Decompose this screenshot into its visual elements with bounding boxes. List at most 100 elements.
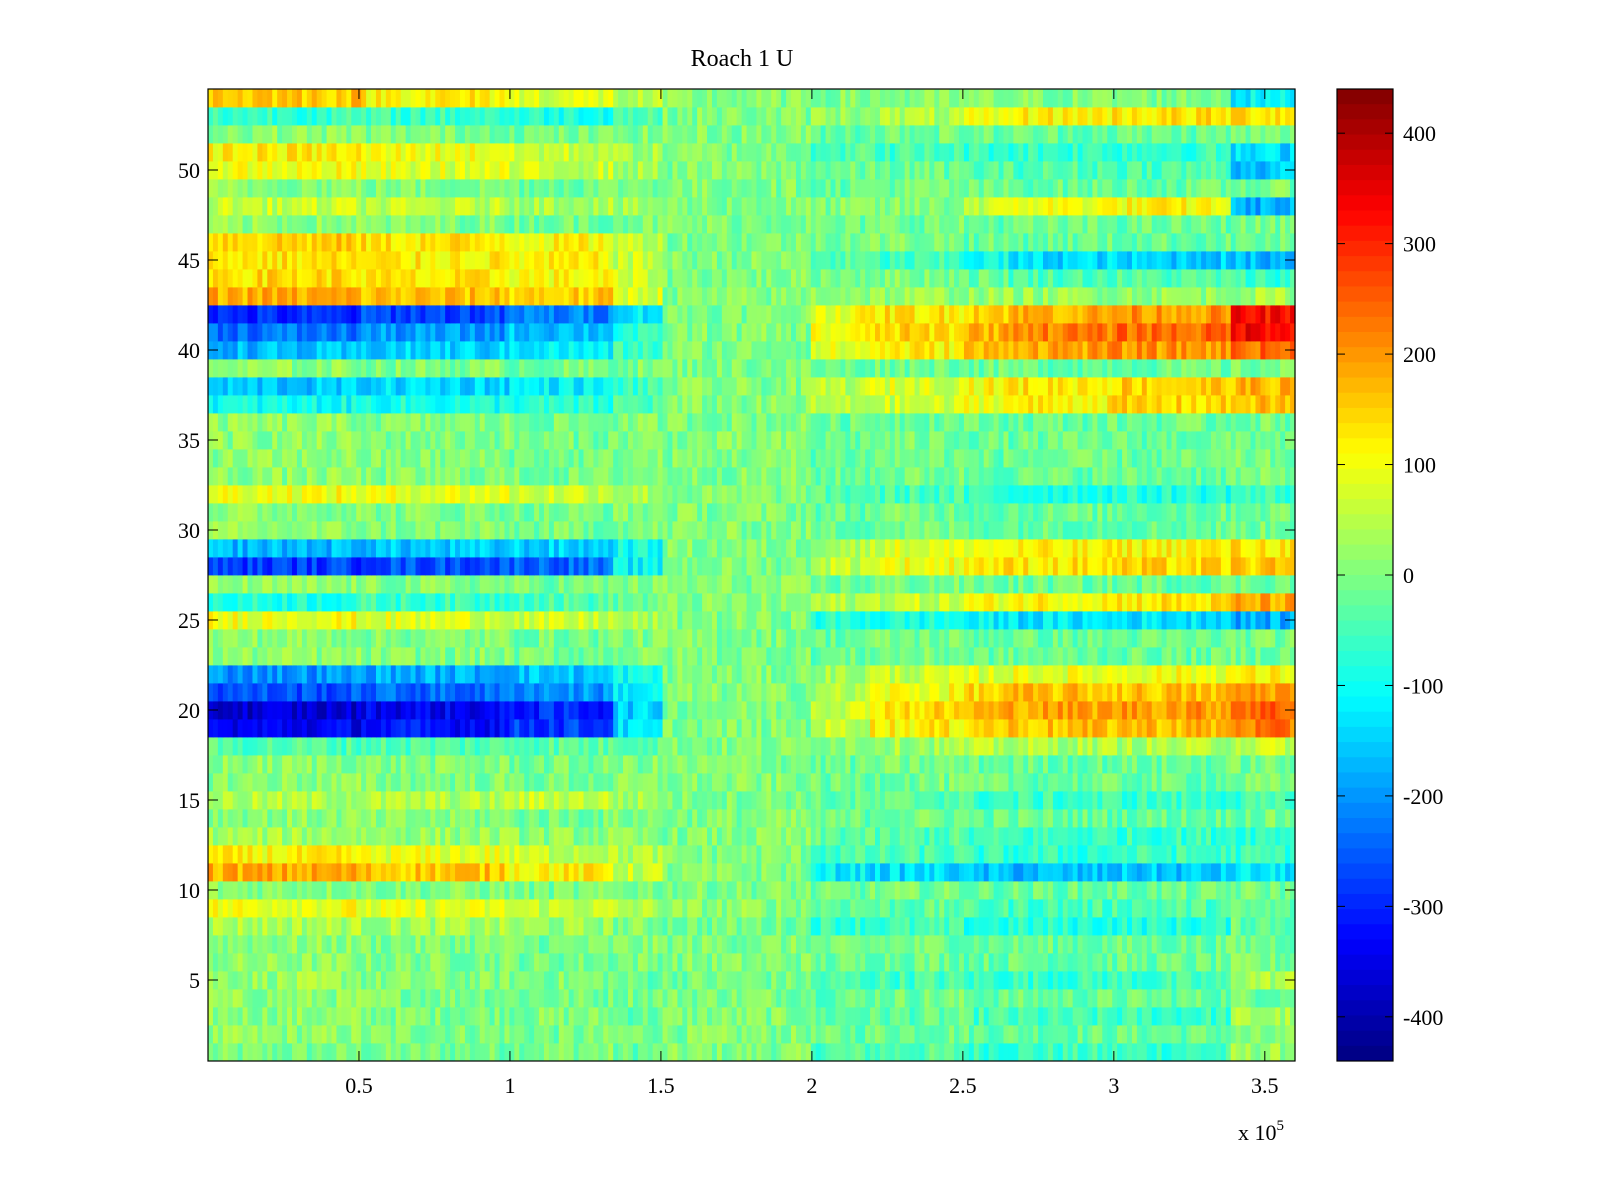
heat-cell	[267, 845, 273, 864]
heat-cell	[296, 935, 303, 954]
heat-cell	[618, 683, 624, 702]
heat-cell	[894, 755, 901, 774]
heat-cell	[1028, 809, 1034, 828]
heat-cell	[459, 719, 466, 738]
heat-cell	[306, 917, 313, 936]
heat-cell	[949, 1007, 955, 1026]
heat-cell	[366, 701, 372, 720]
heat-cell	[1191, 791, 1197, 810]
heat-cell	[1166, 1007, 1173, 1026]
heat-cell	[919, 881, 926, 900]
heat-cell	[464, 1043, 471, 1062]
heat-cell	[865, 1043, 871, 1062]
heat-cell	[855, 989, 861, 1008]
heat-cell	[489, 719, 496, 738]
heat-cell	[835, 665, 842, 684]
heat-cell	[1265, 917, 1271, 936]
heat-cell	[262, 863, 268, 882]
heat-cell	[262, 719, 268, 738]
heat-cell	[850, 755, 856, 774]
heat-cell	[707, 935, 713, 954]
heat-cell	[1077, 719, 1084, 738]
heat-cell	[771, 665, 777, 684]
heat-cell	[1141, 719, 1148, 738]
heat-cell	[1146, 1007, 1153, 1026]
heat-cell	[860, 827, 866, 846]
heat-cell	[825, 737, 832, 756]
heat-cell	[731, 917, 738, 936]
heat-cell	[1206, 791, 1212, 810]
heat-cell	[1215, 935, 1222, 954]
heat-cell	[766, 647, 772, 666]
heat-cell	[776, 737, 782, 756]
heat-cell	[301, 773, 308, 792]
heat-cell	[1220, 701, 1227, 720]
heat-cell	[529, 1025, 535, 1044]
heat-cell	[1077, 935, 1084, 954]
heat-cell	[949, 683, 955, 702]
heat-cell	[1176, 845, 1182, 864]
heat-cell	[781, 809, 787, 828]
heat-cell	[1171, 827, 1178, 846]
heat-cell	[578, 701, 585, 720]
heat-cell	[1250, 863, 1257, 882]
heat-cell	[1013, 863, 1019, 882]
heat-cell	[894, 665, 901, 684]
heat-cell	[781, 953, 787, 972]
heat-cell	[385, 881, 392, 900]
heat-cell	[227, 917, 234, 936]
heat-cell	[1033, 809, 1039, 828]
heat-cell	[1290, 773, 1296, 792]
heat-cell	[623, 845, 629, 864]
heat-cell	[346, 683, 352, 702]
heat-cell	[301, 971, 308, 990]
heat-cell	[1191, 845, 1197, 864]
heat-cell	[623, 971, 629, 990]
heat-cell	[252, 719, 259, 738]
heat-cell	[1003, 863, 1010, 882]
heat-cell	[1057, 899, 1064, 918]
heat-cell	[242, 719, 249, 738]
heat-cell	[1112, 971, 1118, 990]
heat-cell	[514, 773, 520, 792]
heat-cell	[1008, 755, 1014, 774]
heat-cell	[687, 755, 693, 774]
heat-cell	[959, 989, 965, 1008]
heat-cell	[795, 1043, 802, 1062]
heat-cell	[1166, 773, 1173, 792]
heat-cell	[1127, 809, 1133, 828]
heat-cell	[1067, 863, 1074, 882]
heat-cell	[795, 971, 802, 990]
heat-cell	[1102, 701, 1108, 720]
heat-cell	[855, 935, 861, 954]
heat-cell	[1285, 917, 1291, 936]
heat-cell	[1047, 881, 1054, 900]
heat-cell	[805, 773, 812, 792]
heat-cell	[1003, 845, 1010, 864]
heat-cell	[825, 971, 832, 990]
heat-cell	[1122, 1007, 1128, 1026]
heat-cell	[870, 935, 876, 954]
heat-cell	[1285, 863, 1291, 882]
heat-cell	[894, 1043, 901, 1062]
heat-cell	[1166, 827, 1173, 846]
heat-cell	[593, 953, 599, 972]
heat-cell	[499, 1043, 506, 1062]
heat-cell	[380, 827, 387, 846]
heat-cell	[677, 647, 683, 666]
heat-cell	[287, 701, 293, 720]
heat-cell	[277, 1007, 283, 1026]
heat-cell	[588, 917, 594, 936]
heat-cell	[558, 791, 565, 810]
heat-cell	[1047, 665, 1054, 684]
heat-cell	[652, 1007, 659, 1026]
heat-cell	[993, 719, 1000, 738]
heat-cell	[1215, 1025, 1222, 1044]
heat-cell	[499, 971, 506, 990]
heat-cell	[474, 1043, 481, 1062]
heat-cell	[435, 773, 441, 792]
heat-cell	[301, 863, 308, 882]
heat-cell	[543, 863, 550, 882]
heat-cell	[237, 737, 244, 756]
heat-cell	[963, 809, 970, 828]
